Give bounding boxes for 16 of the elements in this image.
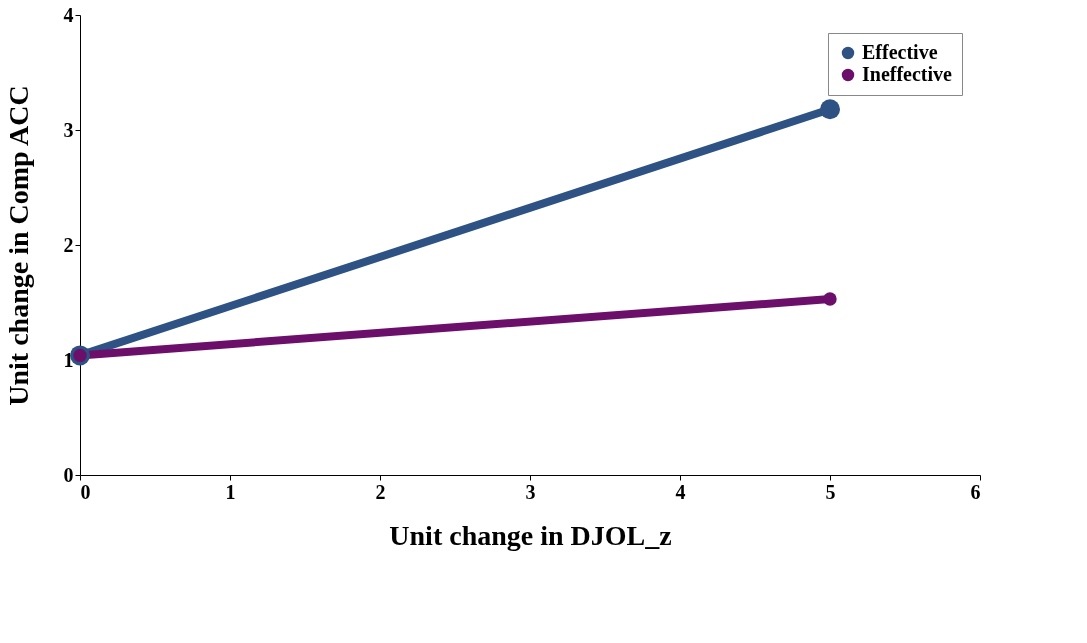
y-axis-title: Unit change in Comp ACC [2, 85, 34, 406]
x-tick-label: 5 [825, 480, 836, 503]
x-tick-label: 4 [675, 480, 686, 503]
x-tick-label: 0 [80, 480, 91, 503]
y-tick-label: 1 [63, 348, 74, 371]
y-tick-label: 4 [63, 3, 74, 26]
legend-label: Ineffective [862, 63, 953, 85]
legend-label: Effective [862, 41, 938, 63]
x-tick-label: 1 [225, 480, 236, 503]
x-tick-label: 3 [525, 480, 536, 503]
x-axis-title: Unit change in DJOL_z [389, 519, 672, 551]
y-tick-label: 3 [63, 118, 74, 141]
y-tick-label: 0 [63, 463, 74, 486]
x-tick-label: 2 [375, 480, 386, 503]
y-tick-label: 2 [63, 233, 74, 256]
x-tick-label: 6 [970, 480, 981, 503]
